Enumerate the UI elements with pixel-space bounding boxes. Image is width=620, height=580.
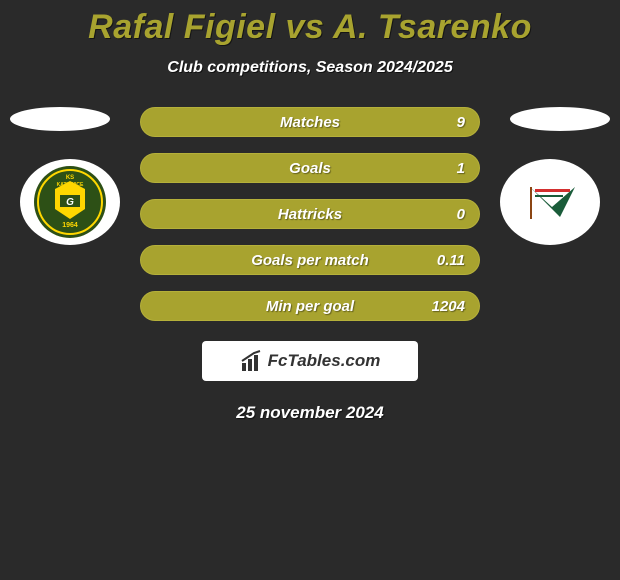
decoration-ellipse-left bbox=[10, 107, 110, 131]
date-text: 25 november 2024 bbox=[0, 403, 620, 423]
comparison-container: Rafal Figiel vs A. Tsarenko Club competi… bbox=[0, 0, 620, 423]
stat-value: 1204 bbox=[432, 298, 465, 315]
stat-value: 9 bbox=[457, 114, 465, 131]
decoration-ellipse-right bbox=[510, 107, 610, 131]
stat-label: Matches bbox=[280, 114, 340, 131]
team-badge-left: KS KATOWICE G 1964 bbox=[20, 159, 120, 245]
page-title: Rafal Figiel vs A. Tsarenko bbox=[0, 0, 620, 47]
branding-content: FcTables.com bbox=[240, 349, 381, 373]
stat-value: 0.11 bbox=[437, 252, 465, 269]
stat-value: 0 bbox=[457, 206, 465, 223]
subtitle: Club competitions, Season 2024/2025 bbox=[0, 59, 620, 77]
stat-row-goals-per-match: Goals per match 0.11 bbox=[140, 245, 480, 275]
content-area: KS KATOWICE G 1964 Matches 9 bbox=[0, 107, 620, 423]
svg-text:1964: 1964 bbox=[62, 222, 78, 229]
svg-text:KS: KS bbox=[66, 175, 74, 181]
stat-row-hattricks: Hattricks 0 bbox=[140, 199, 480, 229]
stat-label: Min per goal bbox=[266, 298, 354, 315]
branding-text: FcTables.com bbox=[268, 351, 381, 371]
stat-value: 1 bbox=[457, 160, 465, 177]
chart-icon bbox=[240, 349, 264, 373]
team-badge-right bbox=[500, 159, 600, 245]
svg-text:G: G bbox=[66, 197, 74, 208]
stat-label: Goals per match bbox=[251, 252, 369, 269]
stat-row-matches: Matches 9 bbox=[140, 107, 480, 137]
badge-left-icon: KS KATOWICE G 1964 bbox=[20, 159, 120, 245]
badge-right-icon bbox=[500, 159, 600, 245]
stats-area: Matches 9 Goals 1 Hattricks 0 Goals per … bbox=[140, 107, 480, 321]
stat-label: Goals bbox=[289, 160, 331, 177]
stat-label: Hattricks bbox=[278, 206, 342, 223]
stat-row-goals: Goals 1 bbox=[140, 153, 480, 183]
svg-text:KATOWICE: KATOWICE bbox=[57, 182, 84, 188]
branding-box[interactable]: FcTables.com bbox=[202, 341, 418, 381]
stat-row-min-per-goal: Min per goal 1204 bbox=[140, 291, 480, 321]
